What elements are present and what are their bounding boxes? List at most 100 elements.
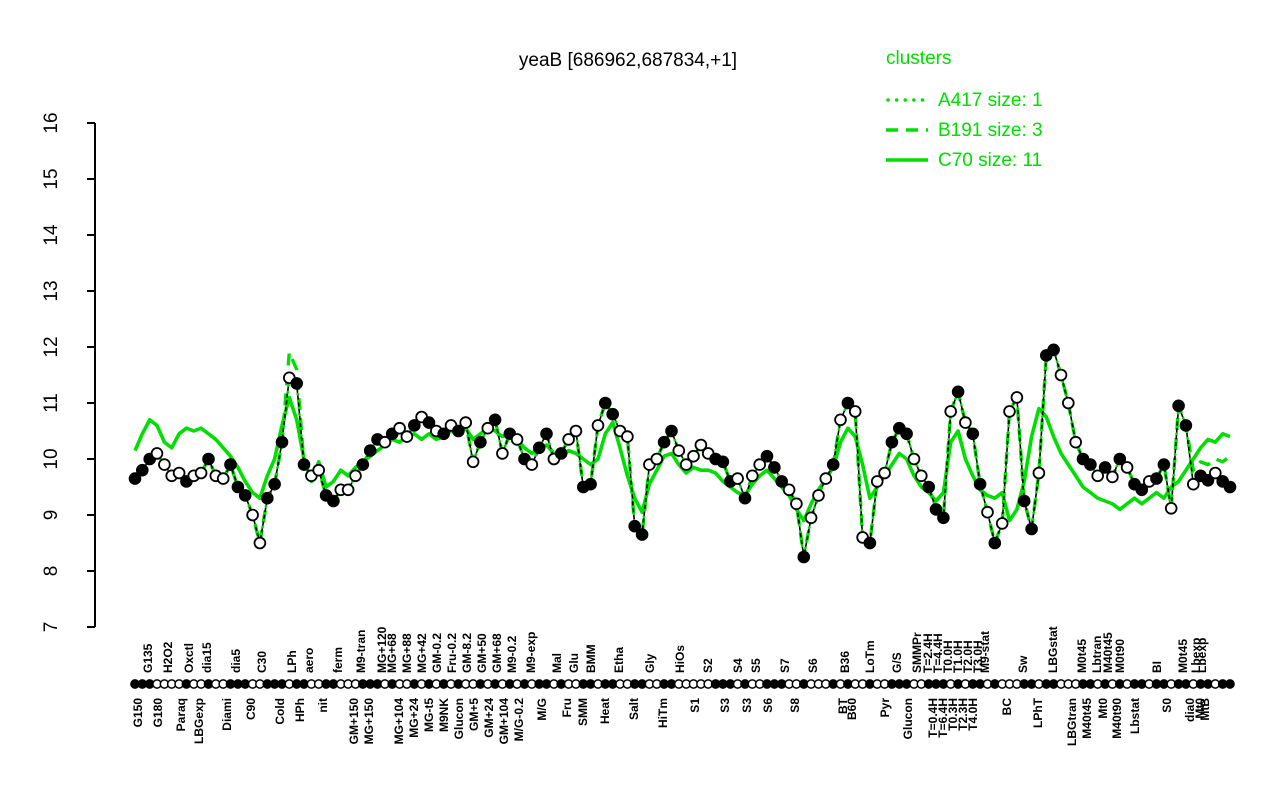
condition-label-bottom: S8 — [788, 698, 802, 713]
data-point-filled — [1172, 399, 1185, 413]
data-point-open — [995, 517, 1009, 530]
condition-label-bottom: T=0.4H — [926, 698, 940, 738]
data-point-filled — [900, 427, 913, 441]
data-point-filled — [797, 550, 811, 564]
data-point-open — [194, 466, 208, 480]
data-point-open — [562, 433, 575, 446]
data-point-filled — [297, 458, 311, 471]
condition-label-top: G135 — [141, 643, 155, 673]
data-point-filled — [1098, 461, 1112, 474]
condition-label-bottom: Glucon — [901, 698, 915, 739]
data-point-filled — [1113, 452, 1127, 466]
data-point-filled — [738, 491, 752, 505]
condition-label-bottom: T0.3H — [946, 698, 960, 731]
condition-label-bottom: Glucon — [452, 698, 466, 739]
condition-label-top: C30 — [255, 651, 269, 673]
condition-marker-row — [130, 679, 1235, 689]
data-point-open — [349, 469, 362, 483]
condition-label-top: H2O2 — [161, 641, 175, 673]
condition-label-bottom: G180 — [151, 698, 165, 728]
legend-label-a417: A417 size: 1 — [938, 90, 1043, 111]
data-point-open — [150, 447, 164, 460]
legend: clusters A417 size: 1 B191 size: 3 C70 s… — [886, 48, 1043, 171]
data-point-filled — [841, 396, 855, 410]
data-point-open — [870, 475, 884, 488]
condition-label-bottom: C90 — [244, 698, 258, 720]
data-point-filled — [1084, 458, 1097, 471]
data-point-open — [804, 511, 818, 525]
condition-label-bottom: MG+150 — [362, 698, 376, 745]
data-point-open — [834, 413, 847, 427]
condition-label-bottom: G150 — [131, 698, 145, 728]
data-point-filled — [474, 435, 487, 449]
data-point-filled — [407, 419, 421, 432]
condition-label-bottom: S6 — [761, 698, 775, 713]
condition-label-top: Lbtran — [1090, 636, 1104, 673]
data-point-open — [687, 449, 700, 463]
data-point-open — [1003, 405, 1016, 418]
data-point-open — [672, 444, 686, 457]
data-point-open — [959, 416, 972, 429]
data-point-filled — [327, 494, 340, 508]
data-point-filled — [951, 385, 965, 399]
data-point-open — [246, 508, 259, 522]
condition-label-bottom: Mt0 — [1096, 698, 1110, 719]
y-tick-label: 16 — [41, 112, 62, 133]
data-point-filled — [356, 458, 370, 471]
data-point-filled — [540, 427, 553, 441]
condition-label-top: M0t45 — [1075, 639, 1089, 673]
condition-label-top: S5 — [749, 658, 763, 673]
condition-label-bottom: Mt0 — [1193, 698, 1207, 719]
condition-label-bottom: S1 — [688, 698, 702, 713]
condition-label-top: Mal — [550, 653, 564, 673]
data-point-filled — [1150, 472, 1163, 485]
condition-label-bottom: SMM — [576, 698, 590, 726]
data-point-filled — [665, 424, 678, 438]
data-point-filled — [238, 489, 252, 502]
data-point-filled — [826, 458, 840, 471]
condition-label-bottom: T2.3H — [956, 698, 970, 731]
data-point-filled — [1157, 458, 1171, 471]
data-point-filled — [1047, 343, 1060, 357]
condition-label-top: Oxctl — [182, 643, 196, 673]
condition-label-bottom: S0 — [1160, 698, 1174, 713]
data-point-open — [216, 472, 230, 485]
data-point-open — [466, 455, 480, 469]
y-tick-label: 13 — [41, 280, 62, 301]
condition-label-top: GM+68 — [490, 633, 504, 673]
y-tick-label: 10 — [41, 448, 62, 469]
data-point-filled — [863, 536, 877, 550]
condition-label-bottom: BT — [836, 697, 850, 714]
x-labels: G150 G135 G180 H2O2 Paraq Oxctl LBGexp dia15 Dia… — [131, 626, 1212, 746]
condition-label-top: dia15 — [200, 642, 214, 673]
condition-label-bottom: GM+24 — [482, 698, 496, 738]
condition-label-top: G/S — [890, 652, 904, 673]
y-tick-label: 14 — [41, 224, 62, 246]
condition-label-bottom: M/G-0.2 — [512, 698, 526, 742]
data-point-open — [1054, 368, 1068, 382]
condition-label-top: GM-0.2 — [430, 633, 444, 673]
condition-label-top: LPh — [285, 650, 299, 673]
condition-label-top: T=4.4H — [931, 633, 945, 673]
chart-title: yeaB [686962,687834,+1] — [519, 50, 737, 71]
condition-label-top: M9-stat — [978, 631, 992, 673]
data-point-filled — [224, 458, 237, 471]
condition-label-top: ferm — [331, 647, 345, 673]
condition-label-top: Fru-0.2 — [445, 633, 459, 673]
condition-label-top: MG+68 — [385, 633, 399, 673]
data-point-filled — [760, 449, 774, 463]
data-point-open — [1091, 469, 1104, 483]
data-point-open — [878, 466, 891, 480]
condition-label-top: Glu — [567, 653, 581, 673]
data-point-filled — [966, 427, 980, 441]
condition-label-bottom: LBGtran — [1065, 698, 1079, 746]
condition-label-bottom: M9NK — [437, 698, 451, 732]
data-point-open — [1062, 396, 1075, 410]
data-point-filled — [584, 477, 597, 491]
data-point-filled — [554, 447, 568, 460]
condition-label-top: M9-tran — [354, 630, 368, 673]
condition-label-bottom: M40t90 — [1110, 698, 1124, 739]
condition-label-bottom: Cold — [273, 698, 287, 725]
condition-label-bottom: HPh — [293, 698, 307, 722]
